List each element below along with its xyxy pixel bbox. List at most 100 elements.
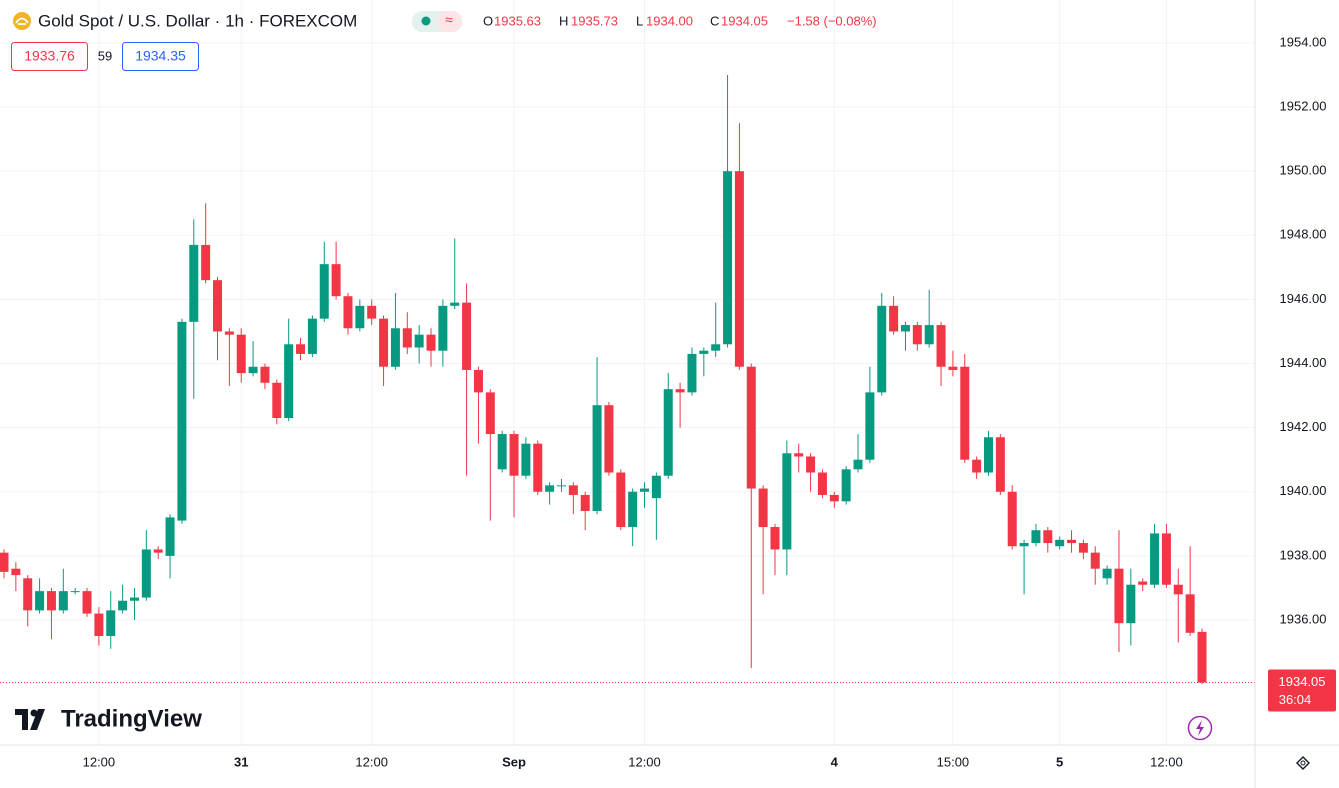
- y-tick-label: 1940.00: [1280, 483, 1327, 498]
- candle-body: [758, 488, 768, 528]
- candle-body: [889, 305, 899, 332]
- symbol-title[interactable]: Gold Spot / U.S. Dollar · 1h · FOREXCOM: [38, 11, 357, 30]
- candle-body: [355, 305, 365, 329]
- candle-body: [746, 366, 756, 489]
- buy-box[interactable]: [122, 42, 199, 71]
- status-pill-right: [437, 11, 462, 32]
- y-tick-label: 1954.00: [1280, 34, 1327, 49]
- candle-body: [841, 469, 851, 502]
- candle-body: [734, 171, 744, 367]
- x-tick-label: 4: [831, 754, 839, 769]
- candle-body: [450, 302, 460, 306]
- candle-body: [651, 475, 661, 499]
- c-value: 1934.05: [721, 13, 768, 28]
- candle-body: [1150, 533, 1160, 585]
- y-tick-label: 1944.00: [1280, 355, 1327, 370]
- o-label: O: [483, 13, 493, 28]
- h-value: 1935.73: [571, 13, 618, 28]
- candle-body: [58, 591, 68, 611]
- sell-box[interactable]: [11, 42, 88, 71]
- candle-body: [224, 331, 234, 335]
- candle-body: [817, 472, 827, 495]
- x-tick-label: 31: [234, 754, 248, 769]
- candle-body: [592, 405, 602, 511]
- candle-body: [35, 591, 45, 611]
- candle-body: [272, 382, 282, 419]
- c-label: C: [710, 13, 719, 28]
- candle-body: [675, 389, 685, 393]
- candle-body: [782, 453, 792, 550]
- y-tick-label: 1942.00: [1280, 419, 1327, 434]
- candle-body: [924, 325, 934, 345]
- candle-body: [509, 434, 519, 476]
- change: −1.58 (−0.08%): [787, 13, 877, 28]
- y-tick-label: 1948.00: [1280, 227, 1327, 242]
- candle-body: [1019, 543, 1029, 547]
- candle-body: [153, 549, 163, 553]
- lightning-button[interactable]: [1187, 715, 1213, 741]
- candle-body: [1197, 631, 1207, 683]
- candle-body: [390, 328, 400, 367]
- axes: 1936.00 1938.00 1940.00 1942.00 1944.00 1946.…: [83, 34, 1327, 769]
- brand[interactable]: TradingView: [61, 705, 202, 732]
- candle-body: [462, 302, 472, 370]
- candle-body: [129, 597, 139, 601]
- candle-body: [806, 456, 816, 473]
- candle-body: [485, 392, 495, 435]
- x-tick-label: 5: [1056, 754, 1063, 769]
- candle-body: [284, 344, 294, 419]
- o-value: 1935.63: [494, 13, 541, 28]
- candle-body: [118, 600, 128, 611]
- settings-icon[interactable]: [1296, 756, 1310, 770]
- last-price-label: 1934.05: [1279, 674, 1326, 689]
- candle-body: [11, 568, 21, 576]
- candle-body: [426, 334, 436, 351]
- candle-body: [556, 485, 566, 487]
- candle-body: [1043, 530, 1053, 544]
- candle-body: [604, 405, 614, 473]
- candle-body: [960, 366, 970, 460]
- candle-body: [877, 305, 887, 393]
- countdown: 36:04: [1279, 692, 1312, 707]
- candle-body: [1161, 533, 1171, 585]
- x-tick-label: 15:00: [937, 754, 970, 769]
- candle-body: [319, 264, 329, 319]
- candle-body: [853, 459, 863, 470]
- candle-body: [995, 437, 1005, 492]
- candle-body: [580, 494, 590, 511]
- l-value: 1934.00: [646, 13, 693, 28]
- candle-body: [189, 244, 199, 322]
- grid: [0, 0, 1255, 745]
- candle-body: [343, 296, 353, 329]
- candle-body: [794, 453, 804, 457]
- symbol-icon: [13, 12, 31, 30]
- h-label: H: [559, 13, 568, 28]
- last-price-tag: [1268, 669, 1336, 712]
- candle-body: [865, 392, 875, 460]
- candle-body: [82, 591, 92, 614]
- lightning-icon: [1196, 720, 1204, 736]
- candle-body: [1055, 539, 1065, 547]
- candle-body: [829, 494, 839, 502]
- x-tick-label: Sep: [502, 754, 526, 769]
- price-tag: 1934.05 36:04: [1268, 669, 1336, 712]
- candle-body: [236, 334, 246, 374]
- candle-body: [1078, 543, 1088, 553]
- candle-body: [438, 305, 448, 351]
- candle-body: [367, 305, 377, 319]
- candle-body: [1138, 581, 1148, 585]
- candle-body: [165, 517, 175, 556]
- symbol-icon-glyph: [15, 17, 29, 25]
- l-label: L: [636, 13, 643, 28]
- candle-body: [0, 552, 9, 572]
- y-tick-label: 1950.00: [1280, 163, 1327, 178]
- candle-body: [687, 353, 697, 393]
- candle-body: [948, 366, 958, 370]
- candle-body: [1114, 568, 1124, 624]
- x-tick-label: 12:00: [628, 754, 661, 769]
- candle-body: [628, 491, 638, 528]
- candle-body: [983, 437, 993, 473]
- candle-body: [1007, 491, 1017, 547]
- candle-body: [711, 344, 721, 351]
- x-tick-label: 12:00: [83, 754, 116, 769]
